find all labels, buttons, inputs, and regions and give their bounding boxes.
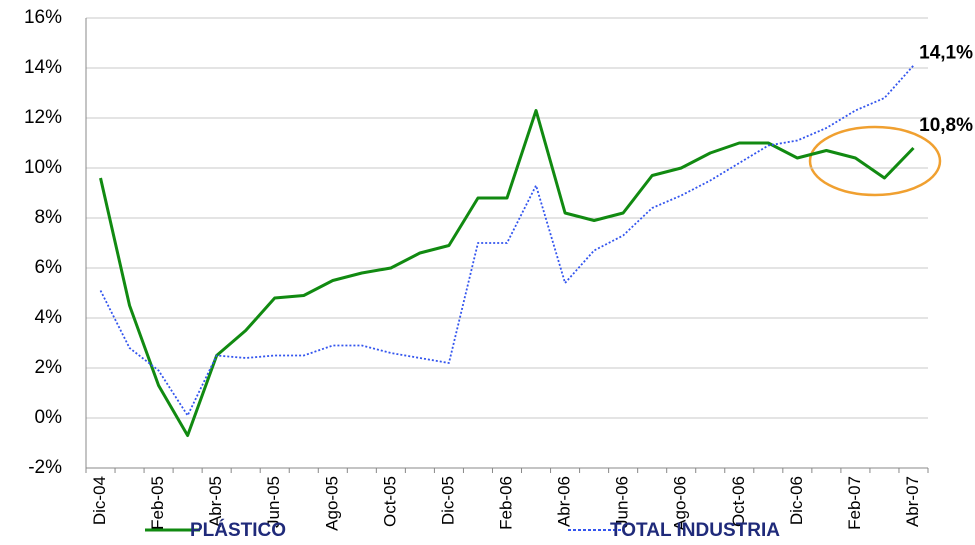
legend-label: PLÁSTICO xyxy=(190,519,286,541)
y-tick-label: 6% xyxy=(35,257,63,278)
legend-label: TOTAL INDUSTRIA xyxy=(610,520,780,541)
y-tick-label: 12% xyxy=(24,107,62,128)
y-tick-label: -2% xyxy=(28,457,62,478)
y-tick-label: 0% xyxy=(35,407,63,428)
highlight-ellipse xyxy=(808,125,942,197)
y-tick-label: 14% xyxy=(24,57,62,78)
x-tick-label: Abr-05 xyxy=(206,476,225,527)
value-label: 10,8% xyxy=(919,115,973,136)
x-tick-label: Abr-06 xyxy=(555,476,574,527)
x-tick-label: Dic-05 xyxy=(438,476,457,525)
y-tick-label: 8% xyxy=(35,207,63,228)
x-tick-label: Oct-06 xyxy=(729,476,748,527)
y-tick-label: 10% xyxy=(24,157,62,178)
x-tick-label: Dic-04 xyxy=(90,476,109,525)
y-tick-label: 16% xyxy=(24,7,62,28)
series-line xyxy=(99,109,915,437)
x-tick-label: Oct-05 xyxy=(380,476,399,527)
x-tick-label: Abr-07 xyxy=(903,476,922,527)
x-tick-label: Feb-06 xyxy=(496,476,515,530)
x-tick-label: Feb-05 xyxy=(148,476,167,530)
series-line xyxy=(99,64,915,417)
x-tick-label: Jun-05 xyxy=(264,476,283,528)
value-label: 14,1% xyxy=(919,43,973,64)
x-tick-label: Jun-06 xyxy=(613,476,632,528)
x-tick-label: Dic-06 xyxy=(787,476,806,525)
x-tick-label: Feb-07 xyxy=(845,476,864,530)
y-tick-label: 4% xyxy=(35,307,63,328)
x-tick-label: Ago-05 xyxy=(322,476,341,531)
y-tick-label: 2% xyxy=(35,357,63,378)
x-tick-label: Ago-06 xyxy=(671,476,690,531)
